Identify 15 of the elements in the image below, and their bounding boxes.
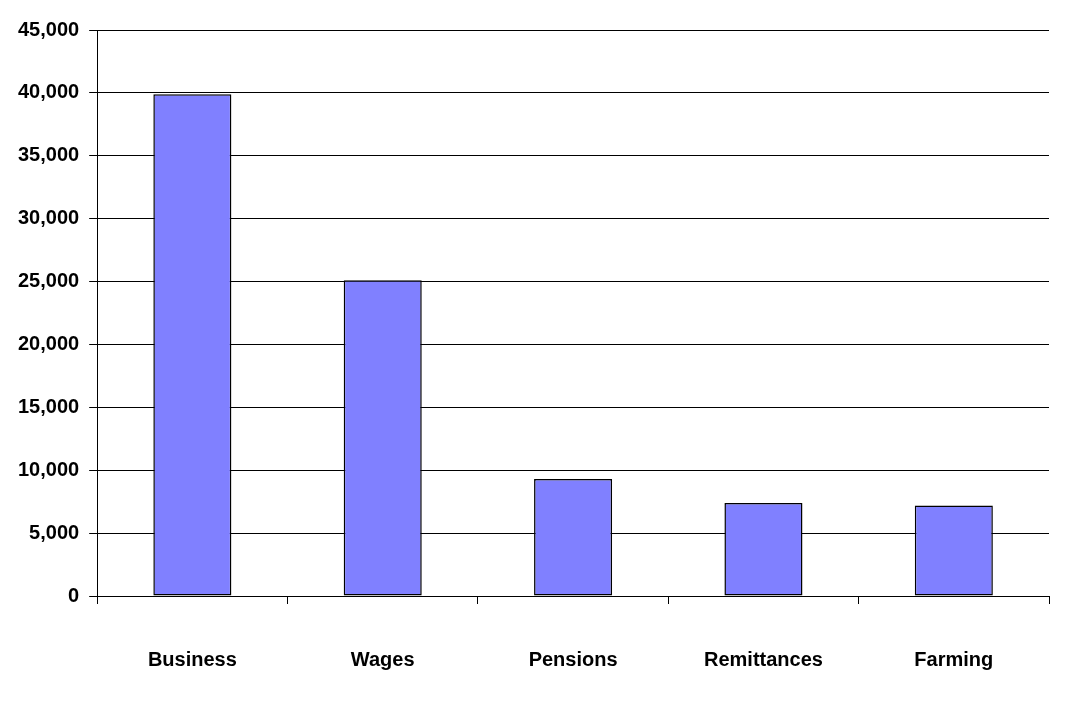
y-tick-label: 30,000 — [18, 206, 80, 229]
x-tick-label: Farming — [914, 647, 994, 670]
y-tick-label: 5,000 — [29, 520, 80, 543]
y-tick-label: 20,000 — [18, 331, 80, 354]
y-tick-label: 15,000 — [18, 394, 80, 417]
y-tick-label: 35,000 — [18, 143, 80, 166]
y-tick-label: 0 — [68, 583, 80, 606]
x-tick-label: Remittances — [703, 647, 823, 670]
y-tick-label: 25,000 — [18, 269, 80, 292]
y-tick-label: 40,000 — [18, 80, 80, 103]
y-tick-label: 10,000 — [18, 457, 80, 480]
y-tick-label: 45,000 — [18, 17, 80, 40]
x-tick-label: Business — [147, 647, 237, 670]
x-tick-label: Wages — [350, 647, 415, 670]
x-tick-label: Pensions — [528, 647, 618, 670]
